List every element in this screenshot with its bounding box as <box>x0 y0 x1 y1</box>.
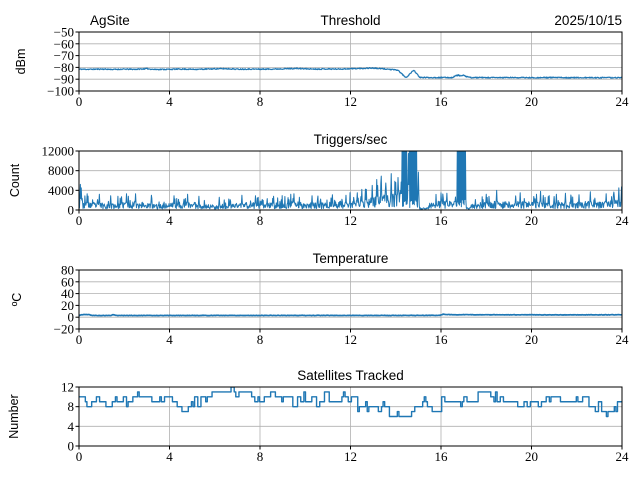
y-axis-label: Number <box>7 394 21 438</box>
tick-marks <box>75 386 623 450</box>
date-label: 2025/10/15 <box>554 13 622 28</box>
y-tick-label: −100 <box>47 84 74 99</box>
y-tick-label: 4000 <box>48 183 74 198</box>
y-tick-label: 0 <box>68 439 75 454</box>
x-tick-label: 0 <box>76 94 83 109</box>
y-tick-label: −20 <box>54 322 74 337</box>
series-noise-floor-dbm <box>79 66 622 79</box>
site-label: AgSite <box>90 13 130 28</box>
x-tick-label: 24 <box>616 94 630 109</box>
x-tick-label: 20 <box>525 213 538 228</box>
chart-title: Satellites Tracked <box>297 368 404 383</box>
x-tick-label: 24 <box>616 449 630 464</box>
grid-satellites <box>78 386 623 447</box>
chart-triggers: 0 4 8 12 16 20 2404000800012000Triggers/secCou… <box>8 132 629 228</box>
x-tick-label: 8 <box>257 449 264 464</box>
x-tick-label: 4 <box>166 94 173 109</box>
x-tick-label: 8 <box>257 332 264 347</box>
y-tick-label: 8000 <box>48 163 74 178</box>
x-tick-label: 4 <box>166 449 173 464</box>
y-axis-label: ºC <box>10 293 24 307</box>
grid-temperature <box>78 269 623 330</box>
chart-title: Triggers/sec <box>314 132 388 147</box>
grid-threshold <box>78 31 623 92</box>
chart-title: Threshold <box>320 13 380 28</box>
y-tick-label: −90 <box>54 72 74 87</box>
y-tick-label: −70 <box>54 48 74 63</box>
y-tick-label: 12 <box>61 380 74 395</box>
y-tick-label: 0 <box>68 203 75 218</box>
x-tick-label: 8 <box>257 94 264 109</box>
x-tick-label: 24 <box>616 332 630 347</box>
tick-marks <box>75 269 623 333</box>
chart-threshold: 0 4 8 12 16 20 24 −100−90−80−70−60−50 Threshold A… <box>14 13 629 109</box>
series-satellites-tracked <box>79 386 622 418</box>
x-tick-label: 8 <box>257 213 264 228</box>
x-tick-label: 16 <box>435 94 449 109</box>
x-tick-label: 16 <box>435 449 449 464</box>
y-axis-label: Count <box>8 163 22 197</box>
chart-title: Temperature <box>313 251 389 266</box>
x-tick-label: 12 <box>344 332 357 347</box>
x-tick-label: 24 <box>616 213 630 228</box>
y-tick-label: 20 <box>61 298 74 313</box>
y-tick-label: 60 <box>61 274 74 289</box>
x-tick-label: 0 <box>76 213 83 228</box>
series-triggers-per-sec <box>79 150 622 210</box>
x-tick-label: 16 <box>435 332 449 347</box>
y-tick-label: 0 <box>68 310 75 325</box>
x-tick-label: 12 <box>344 449 357 464</box>
tick-marks <box>75 31 623 95</box>
y-tick-label: −80 <box>54 60 74 75</box>
y-tick-label: 12000 <box>42 144 75 159</box>
x-tick-label: 4 <box>166 332 173 347</box>
x-tick-label: 16 <box>435 213 449 228</box>
y-tick-label: 4 <box>68 419 75 434</box>
tick-marks <box>75 150 623 214</box>
y-tick-label: −60 <box>54 36 74 51</box>
x-tick-label: 20 <box>525 449 538 464</box>
x-tick-label: 4 <box>166 213 173 228</box>
y-tick-label: −50 <box>54 25 74 40</box>
x-tick-label: 12 <box>344 213 357 228</box>
x-tick-label: 20 <box>525 332 538 347</box>
y-tick-label: 40 <box>61 286 74 301</box>
x-tick-label: 20 <box>525 94 538 109</box>
x-tick-label: 12 <box>344 94 357 109</box>
y-tick-label: 80 <box>61 263 74 278</box>
x-tick-label: 0 <box>76 332 83 347</box>
y-axis-label: dBm <box>14 49 28 75</box>
series-temperature-c <box>79 313 622 317</box>
y-tick-label: 8 <box>68 399 75 414</box>
x-tick-label: 0 <box>76 449 83 464</box>
